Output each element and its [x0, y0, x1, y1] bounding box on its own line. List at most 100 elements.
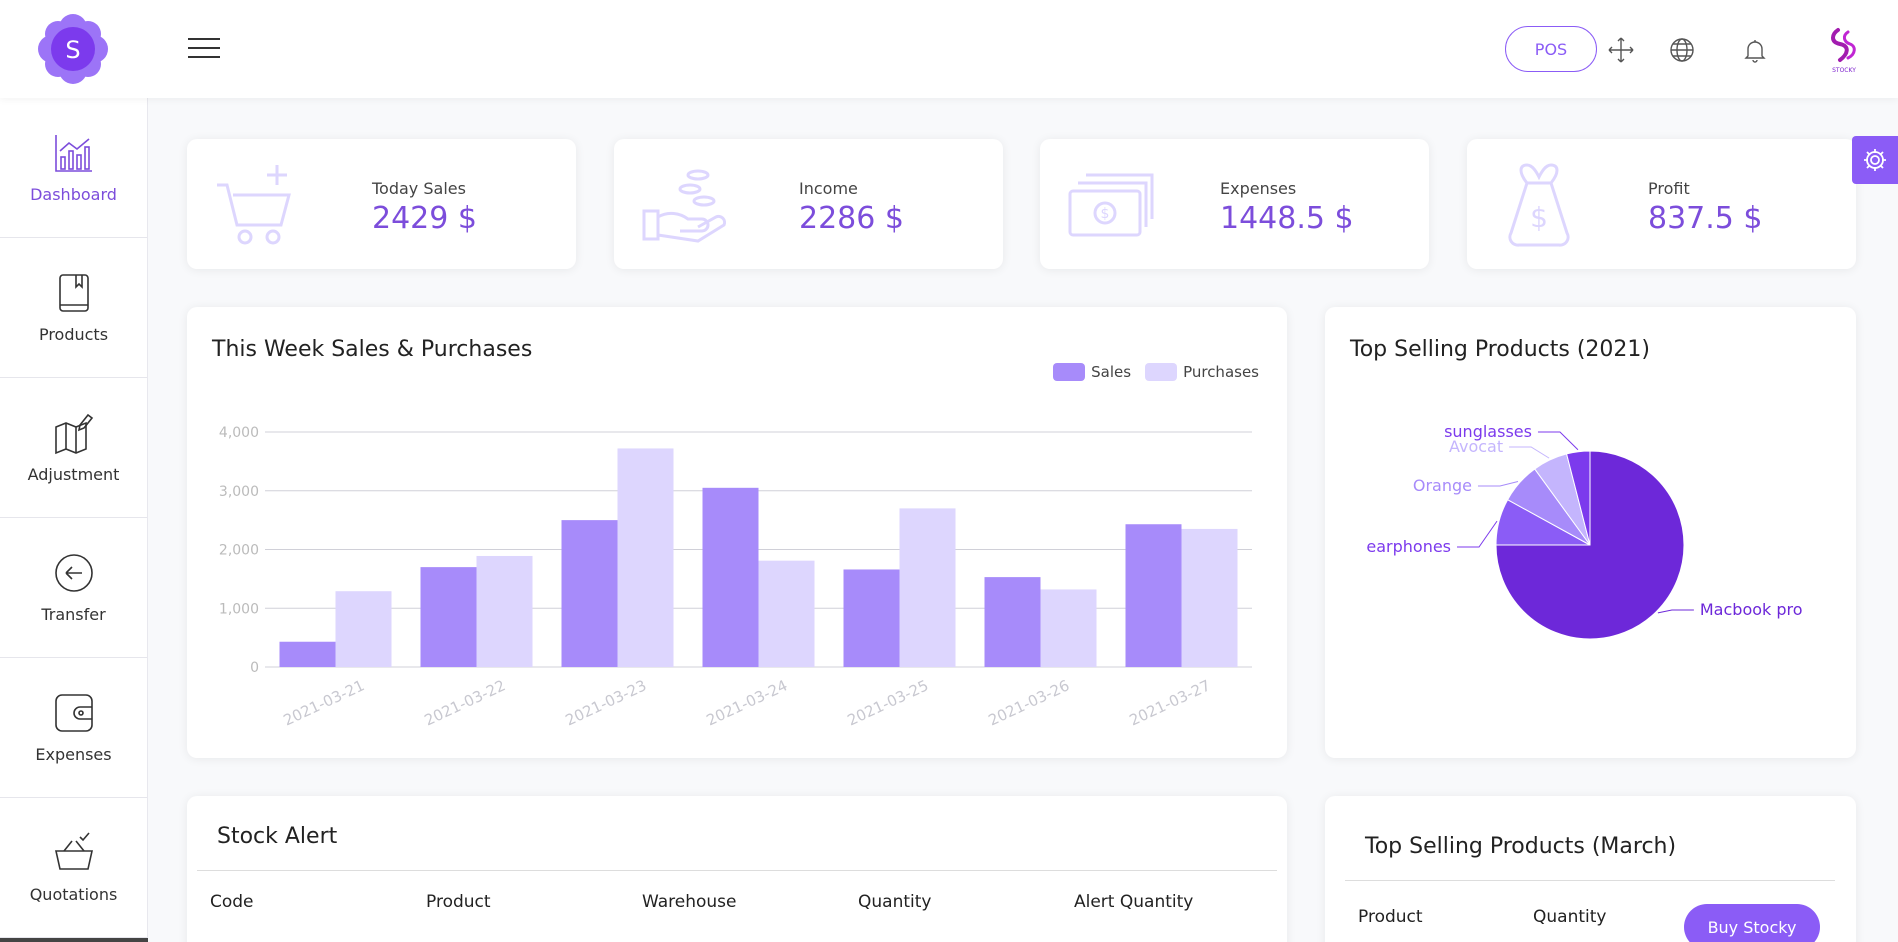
y-tick-label: 4,000: [219, 425, 259, 441]
y-tick-label: 2,000: [219, 543, 259, 559]
sidebar-item-label: Products: [38, 325, 109, 344]
card-title: Stock Alert: [217, 824, 338, 849]
sidebar-item-dashboard[interactable]: Dashboard: [0, 98, 147, 238]
bar-sales-2021-03-26[interactable]: [984, 577, 1041, 667]
stat-card-profit: $ Profit 837.5 $: [1467, 139, 1856, 269]
pie-label-line: [1457, 520, 1498, 548]
bar-purchases-2021-03-22[interactable]: [476, 555, 533, 667]
divider: [1345, 880, 1835, 881]
stocky-brand-icon[interactable]: STOCKY: [1826, 26, 1862, 74]
x-tick-label: 2021-03-22: [422, 676, 509, 729]
column-header-product[interactable]: Product: [1358, 907, 1423, 927]
bar-purchases-2021-03-27[interactable]: [1181, 528, 1238, 667]
x-tick-label: 2021-03-25: [845, 676, 932, 729]
x-tick-label: 2021-03-21: [281, 676, 368, 729]
pie-slice-macbook-pro[interactable]: [1495, 450, 1685, 640]
stat-value: 837.5 $: [1648, 201, 1763, 236]
menu-icon[interactable]: [188, 38, 220, 60]
pie-slice-sunglasses[interactable]: [1566, 450, 1591, 546]
card-title: Top Selling Products (March): [1365, 834, 1677, 859]
money-bag-icon: $: [1508, 163, 1570, 247]
stat-card-today-sales: Today Sales 2429 $: [187, 139, 576, 269]
sidebar-item-products[interactable]: Products: [0, 238, 147, 378]
sidebar-item-quotations[interactable]: Quotations: [0, 798, 147, 938]
bell-icon[interactable]: [1741, 36, 1769, 64]
column-header-warehouse[interactable]: Warehouse: [642, 892, 737, 912]
bar-sales-2021-03-21[interactable]: [279, 641, 336, 667]
sidebar-item-label: Quotations: [29, 885, 118, 904]
divider: [197, 870, 1277, 871]
stat-card-expenses: $ Expenses 1448.5 $: [1040, 139, 1429, 269]
logo-icon[interactable]: S: [38, 14, 108, 84]
top-selling-year-card: Top Selling Products (2021) Macbook pro e…: [1325, 307, 1856, 758]
pie-label: sunglasses: [1444, 422, 1532, 441]
bar-purchases-2021-03-21[interactable]: [335, 591, 392, 667]
card-title: Top Selling Products (2021): [1350, 337, 1650, 362]
sidebar-bottom-bar: [0, 938, 148, 942]
chart-icon: [54, 135, 92, 172]
chart-legend: Sales Purchases: [1053, 363, 1259, 381]
y-tick-label: 1,000: [219, 601, 259, 617]
stat-label: Today Sales: [372, 179, 466, 198]
brand-text: STOCKY: [1832, 67, 1856, 74]
logo-letter: S: [65, 36, 80, 64]
pie-label: Orange: [1413, 476, 1472, 495]
stat-value: 1448.5 $: [1220, 201, 1354, 236]
x-tick-label: 2021-03-26: [986, 676, 1073, 729]
pie-chart: Macbook pro earphones Orange Avocatsunglass…: [1366, 422, 1803, 640]
sidebar-item-label: Dashboard: [30, 185, 117, 204]
bar-purchases-2021-03-24[interactable]: [758, 560, 815, 667]
pie-label-line: [1509, 446, 1550, 459]
map-pencil-icon: [54, 413, 93, 455]
pie-label-line: [1657, 609, 1694, 614]
y-tick-label: 3,000: [219, 484, 259, 500]
pie-label: earphones: [1366, 537, 1451, 556]
stat-label: Expenses: [1220, 179, 1297, 198]
stat-value: 2429 $: [372, 201, 477, 236]
sidebar-item-expenses[interactable]: Expenses: [0, 658, 147, 798]
sidebar: Dashboard Products Adjustment Transfer E…: [0, 98, 148, 942]
bar-purchases-2021-03-25[interactable]: [899, 508, 956, 667]
bar-sales-2021-03-22[interactable]: [420, 567, 477, 667]
sidebar-item-transfer[interactable]: Transfer: [0, 518, 147, 658]
x-tick-label: 2021-03-23: [563, 676, 650, 729]
hand-coins-icon: [642, 169, 727, 243]
pos-button[interactable]: POS: [1505, 26, 1597, 72]
bar-sales-2021-03-24[interactable]: [702, 487, 759, 667]
legend-item-purchases[interactable]: Purchases: [1145, 363, 1259, 381]
stock-alert-card: Stock Alert Code Product Warehouse Quant…: [187, 796, 1287, 942]
arrow-back-circle-icon: [54, 554, 93, 592]
wallet-icon: [54, 694, 93, 732]
customizer-gear-icon[interactable]: [1852, 136, 1898, 184]
sidebar-item-adjustment[interactable]: Adjustment: [0, 378, 147, 518]
book-icon: [58, 274, 89, 312]
x-tick-label: 2021-03-27: [1127, 676, 1214, 729]
pie-label-line: [1537, 431, 1579, 451]
bar-chart: 0 1,000 2,000 3,000 4,000 2021-03-21 2021-03-2…: [219, 425, 1252, 729]
column-header-product[interactable]: Product: [426, 892, 491, 912]
cart-plus-icon: [217, 165, 291, 245]
column-header-alert-quantity[interactable]: Alert Quantity: [1074, 892, 1194, 912]
sidebar-item-label: Expenses: [35, 745, 112, 764]
column-header-quantity[interactable]: Quantity: [858, 892, 932, 912]
cash-icon: $: [1068, 173, 1154, 237]
globe-icon[interactable]: [1668, 36, 1696, 64]
column-header-code[interactable]: Code: [210, 892, 254, 912]
bar-sales-2021-03-23[interactable]: [561, 520, 618, 667]
bar-purchases-2021-03-23[interactable]: [617, 448, 674, 667]
legend-item-sales[interactable]: Sales: [1053, 363, 1131, 381]
bar-sales-2021-03-25[interactable]: [843, 569, 900, 667]
bar-purchases-2021-03-26[interactable]: [1040, 589, 1097, 667]
svg-text:$: $: [1101, 206, 1110, 222]
bar-sales-2021-03-27[interactable]: [1125, 524, 1182, 667]
basket-check-icon: [54, 832, 93, 870]
buy-stocky-button[interactable]: Buy Stocky: [1684, 904, 1820, 942]
fullscreen-icon[interactable]: [1607, 36, 1635, 64]
sidebar-item-label: Adjustment: [27, 465, 120, 484]
pie-label-line: [1477, 481, 1519, 487]
y-tick-label: 0: [250, 660, 259, 676]
column-header-quantity[interactable]: Quantity: [1533, 907, 1607, 927]
stat-value: 2286 $: [799, 201, 904, 236]
top-header: S POS STOCKY: [0, 0, 1898, 98]
weekly-chart-card: This Week Sales & Purchases Sales Purcha…: [187, 307, 1287, 758]
